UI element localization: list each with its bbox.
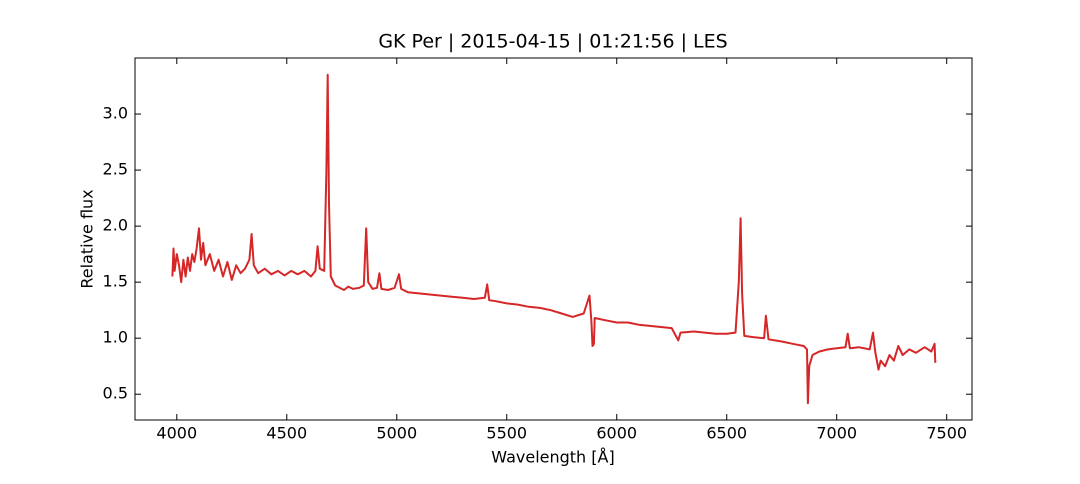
x-tick-label: 4500 [266, 424, 307, 443]
y-tick-label: 0.5 [103, 384, 128, 403]
x-tick-label: 6500 [706, 424, 747, 443]
chart-title: GK Per | 2015-04-15 | 01:21:56 | LES [378, 31, 727, 53]
y-tick-label: 1.0 [103, 328, 128, 347]
y-tick-label: 1.5 [103, 272, 128, 291]
plot-frame [134, 57, 973, 421]
x-tick-label: 7000 [816, 424, 857, 443]
x-tick-label: 5500 [486, 424, 527, 443]
y-tick-label: 3.0 [103, 104, 128, 123]
spectrum-line [171, 73, 937, 405]
y-tick-label: 2.5 [103, 160, 128, 179]
y-axis-label: Relative flux [78, 189, 97, 288]
x-tick-label: 5000 [376, 424, 417, 443]
x-tick-label: 7500 [926, 424, 967, 443]
x-axis-label: Wavelength [Å] [491, 448, 614, 467]
x-tick-label: 4000 [156, 424, 197, 443]
y-tick-label: 2.0 [103, 216, 128, 235]
x-tick-label: 6000 [596, 424, 637, 443]
